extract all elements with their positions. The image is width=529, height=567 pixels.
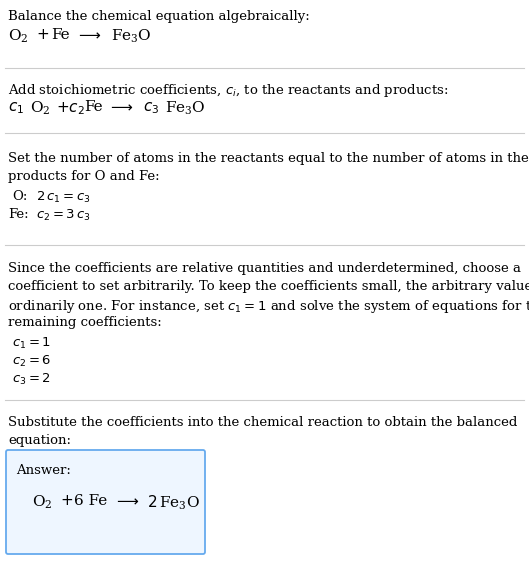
Text: Fe: Fe <box>51 28 70 42</box>
Text: $\mathregular{O_2}$: $\mathregular{O_2}$ <box>8 28 29 45</box>
Text: $\mathregular{O_2}$: $\mathregular{O_2}$ <box>32 494 52 511</box>
Text: $\mathregular{Fe_3O}$: $\mathregular{Fe_3O}$ <box>165 100 206 117</box>
Text: $c_2 = 6$: $c_2 = 6$ <box>12 354 51 369</box>
Text: coefficient to set arbitrarily. To keep the coefficients small, the arbitrary va: coefficient to set arbitrarily. To keep … <box>8 280 529 293</box>
FancyBboxPatch shape <box>6 450 205 554</box>
Text: $\longrightarrow$: $\longrightarrow$ <box>114 494 140 508</box>
Text: $c_2 = 3\,c_3$: $c_2 = 3\,c_3$ <box>36 208 91 223</box>
Text: Set the number of atoms in the reactants equal to the number of atoms in the: Set the number of atoms in the reactants… <box>8 152 529 165</box>
Text: O:: O: <box>12 190 28 203</box>
Text: Add stoichiometric coefficients, $c_i$, to the reactants and products:: Add stoichiometric coefficients, $c_i$, … <box>8 82 449 99</box>
Text: $2\,\mathregular{Fe_3O}$: $2\,\mathregular{Fe_3O}$ <box>147 494 200 513</box>
Text: $\longrightarrow$: $\longrightarrow$ <box>76 28 102 42</box>
Text: Balance the chemical equation algebraically:: Balance the chemical equation algebraica… <box>8 10 310 23</box>
Text: $+$: $+$ <box>60 494 73 508</box>
Text: $\mathregular{O_2}$: $\mathregular{O_2}$ <box>30 100 50 117</box>
Text: $+$: $+$ <box>36 28 49 42</box>
Text: $\longrightarrow$: $\longrightarrow$ <box>108 100 134 114</box>
Text: $+c_2$: $+c_2$ <box>56 100 85 117</box>
Text: ordinarily one. For instance, set $c_1 = 1$ and solve the system of equations fo: ordinarily one. For instance, set $c_1 =… <box>8 298 529 315</box>
Text: products for O and Fe:: products for O and Fe: <box>8 170 160 183</box>
Text: $c_1 = 1$: $c_1 = 1$ <box>12 336 51 351</box>
Text: $\mathregular{Fe_3O}$: $\mathregular{Fe_3O}$ <box>111 28 152 45</box>
Text: $c_1$: $c_1$ <box>8 100 24 116</box>
Text: Fe:: Fe: <box>8 208 29 221</box>
Text: equation:: equation: <box>8 434 71 447</box>
Text: Since the coefficients are relative quantities and underdetermined, choose a: Since the coefficients are relative quan… <box>8 262 521 275</box>
Text: Answer:: Answer: <box>16 464 71 477</box>
Text: Substitute the coefficients into the chemical reaction to obtain the balanced: Substitute the coefficients into the che… <box>8 416 517 429</box>
Text: $c_3 = 2$: $c_3 = 2$ <box>12 372 51 387</box>
Text: $2\,c_1 = c_3$: $2\,c_1 = c_3$ <box>36 190 91 205</box>
Text: $c_3$: $c_3$ <box>143 100 159 116</box>
Text: 6 Fe: 6 Fe <box>74 494 107 508</box>
Text: Fe: Fe <box>84 100 103 114</box>
Text: remaining coefficients:: remaining coefficients: <box>8 316 162 329</box>
